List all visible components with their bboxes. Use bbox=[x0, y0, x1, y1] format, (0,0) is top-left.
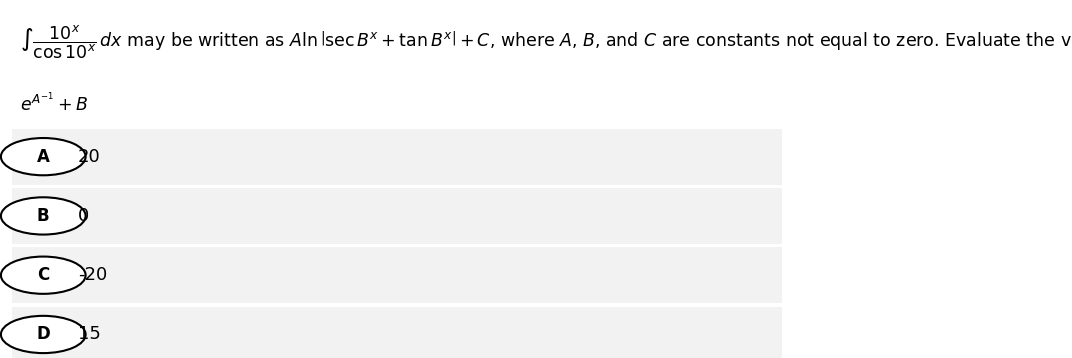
FancyBboxPatch shape bbox=[13, 247, 783, 303]
Circle shape bbox=[1, 138, 86, 175]
Text: $e^{A^{-1}} + B$: $e^{A^{-1}} + B$ bbox=[20, 91, 89, 115]
Text: 20: 20 bbox=[78, 147, 101, 166]
Circle shape bbox=[1, 257, 86, 294]
Text: $\int \dfrac{10^x}{\cos 10^x}\,dx$ may be written as $A\ln\left|\sec B^x + \tan : $\int \dfrac{10^x}{\cos 10^x}\,dx$ may b… bbox=[20, 24, 1072, 61]
Text: -20: -20 bbox=[78, 266, 107, 284]
Text: B: B bbox=[36, 207, 49, 225]
Text: C: C bbox=[38, 266, 49, 284]
Circle shape bbox=[1, 197, 86, 234]
FancyBboxPatch shape bbox=[13, 129, 783, 185]
Circle shape bbox=[1, 316, 86, 353]
FancyBboxPatch shape bbox=[13, 306, 783, 358]
Text: 0: 0 bbox=[78, 207, 89, 225]
Text: A: A bbox=[36, 147, 49, 166]
FancyBboxPatch shape bbox=[13, 188, 783, 244]
Text: 15: 15 bbox=[78, 325, 101, 343]
Text: D: D bbox=[36, 325, 50, 343]
